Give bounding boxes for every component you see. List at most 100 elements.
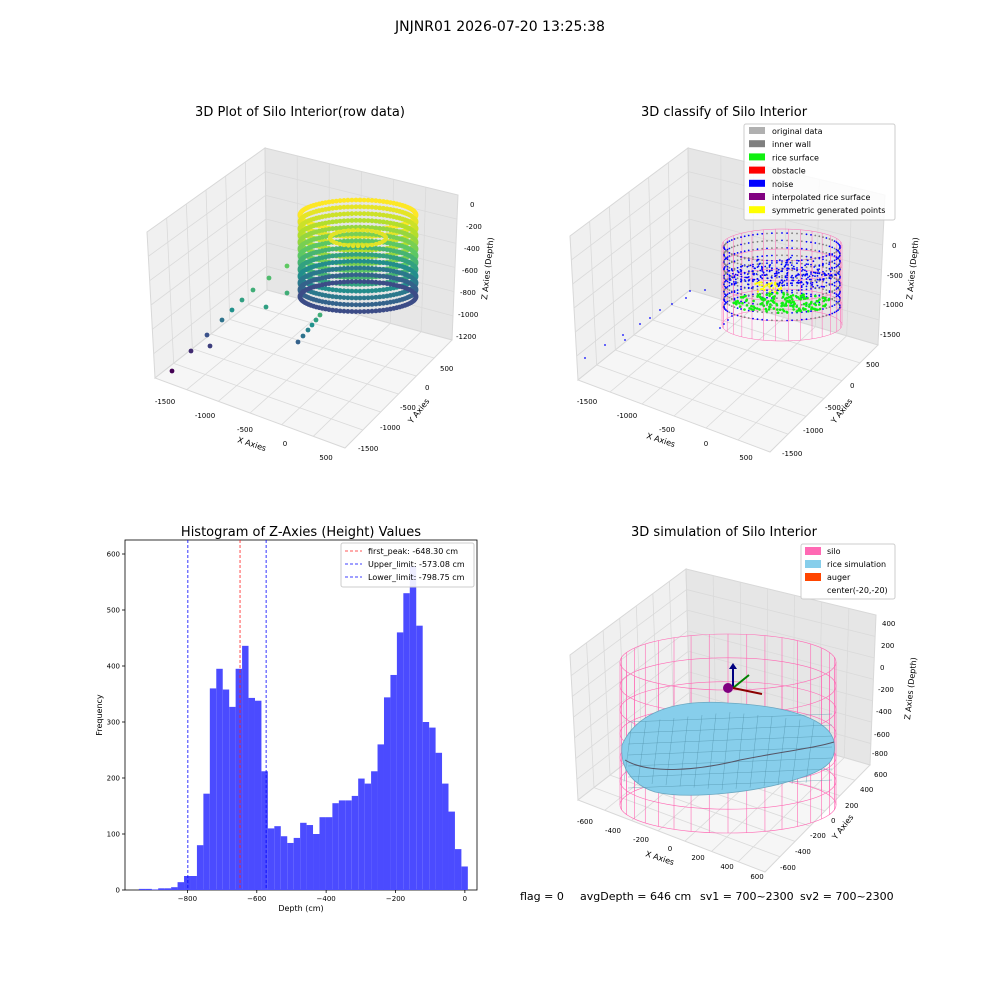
classify-point [800,318,803,321]
classify-point [776,319,778,322]
raw-z-tick: 0 [470,201,474,209]
classify-point [726,258,729,261]
histogram-bar [313,834,320,890]
raw-point [361,204,367,210]
classify-point [736,292,739,295]
sim-y-tick: -400 [795,848,811,856]
histogram-bar [274,826,281,890]
grid-line [602,630,611,776]
noise-point [784,264,787,267]
rice-point [818,303,821,306]
classify-point [728,311,731,314]
classify-point [810,293,812,296]
symmetric-point [763,288,766,292]
noise-point [751,280,754,282]
y-tick-label: 100 [107,831,120,839]
histogram-panel: Histogram of Z-Axies (Height) Values −80… [95,525,478,913]
classify-point [818,242,821,245]
raw-point [337,308,343,314]
noise-point [831,266,833,269]
classify-point [831,254,834,256]
noise-point [776,283,779,285]
classify-point [833,247,836,250]
classify-point [835,286,838,288]
histogram-bar [325,817,333,890]
classify-point [814,234,817,237]
rice-point [758,293,762,296]
noise-point [746,276,749,279]
classify-point [726,293,729,296]
classify-point [747,264,750,267]
classify-point [724,303,726,305]
legend-swatch [805,547,821,555]
classify-point [786,247,788,249]
classify-point [726,310,729,313]
grid-line [688,671,872,723]
noise-point [816,268,819,271]
noise-point [811,274,814,277]
raw-point [337,241,343,247]
noise-point [807,263,809,266]
classify-point [833,292,836,295]
classify-point [761,318,764,321]
raw-point [333,259,339,265]
classify-point [771,262,773,264]
classify-point [728,240,731,243]
raw-z-label: Z Axies (Depth) [480,237,496,300]
simulation-3d-panel: 3D simulation of Silo Interior -600 -400… [569,525,919,881]
raw-point [381,226,386,232]
noise-point [816,278,819,281]
raw-x-tick: -1000 [195,412,215,420]
rice-mesh [627,779,833,789]
raw-point [330,300,335,306]
raw-point [373,198,379,204]
classify-point [831,261,834,264]
y-tick-label: 0 [116,887,120,895]
classify-point [736,307,739,309]
legend-swatch [805,573,821,581]
classify-point [805,318,808,321]
rice-point [738,301,741,305]
classify-point [825,244,828,247]
classify-point [838,289,841,292]
classify-point [781,254,783,257]
raw-point [341,242,347,248]
y-arrow [732,674,750,689]
rice-point [789,304,792,307]
raw-point [369,211,375,217]
classify-point [810,286,812,288]
classify-point [791,289,793,292]
classify-point [733,245,736,248]
histogram-bar [280,836,288,890]
raw-point [369,204,375,210]
classify-point [825,255,828,257]
raw-point [360,227,366,233]
classify-point [810,310,812,313]
noise-point [777,285,780,287]
noise-point [829,277,832,280]
classify-point [805,266,808,268]
classify-point [730,246,733,249]
raw-point [355,243,361,249]
sim-x-tick: -200 [633,836,649,844]
classify-point [725,257,727,260]
raw-point [334,230,339,236]
noise-point [802,268,804,271]
raw-point [330,273,335,279]
classify-point [833,277,836,280]
raw-point [373,205,379,210]
raw-point [353,238,359,244]
noise-point [757,265,760,267]
classify-point [740,300,742,303]
noise-point [749,264,752,267]
grid-line [687,609,875,659]
classify-point [776,276,778,279]
classify-point [740,243,742,246]
histogram-bar [461,866,468,890]
rice-point [781,301,784,305]
sim-y-tick: 600 [874,771,887,779]
rice-point [741,301,744,305]
classify-point [756,270,759,273]
rice-point [807,309,810,313]
